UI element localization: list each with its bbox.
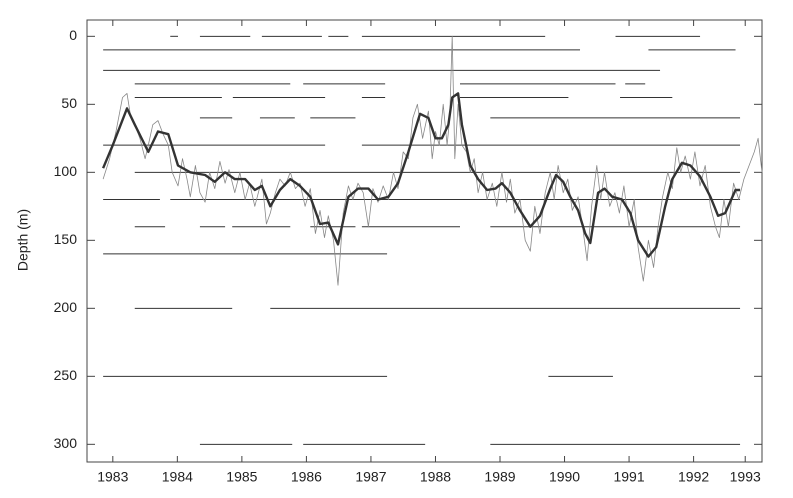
x-tick-label: 1985 <box>226 469 257 485</box>
y-tick-label: 300 <box>54 435 78 451</box>
x-tick-label: 1983 <box>97 469 128 485</box>
x-tick-label: 1991 <box>613 469 644 485</box>
x-tick-label: 1987 <box>355 469 386 485</box>
x-tick-label: 1989 <box>484 469 515 485</box>
x-tick-label: 1990 <box>549 469 580 485</box>
y-axis-label: Depth (m) <box>15 209 31 271</box>
y-tick-label: 200 <box>54 299 78 315</box>
plot-frame <box>86 19 763 463</box>
depth-line <box>102 35 763 286</box>
depth-line <box>101 92 741 258</box>
y-tick-label: 100 <box>54 163 78 179</box>
x-tick-label: 1992 <box>678 469 709 485</box>
x-tick-label: 1988 <box>420 469 451 485</box>
y-tick-label: 150 <box>54 231 78 247</box>
y-tick-label: 250 <box>54 367 78 383</box>
x-tick-label: 1986 <box>291 469 322 485</box>
y-tick-label: 0 <box>69 27 77 43</box>
y-tick-label: 50 <box>61 95 77 111</box>
x-tick-label: 1993 <box>730 469 761 485</box>
x-tick-label: 1984 <box>162 469 193 485</box>
